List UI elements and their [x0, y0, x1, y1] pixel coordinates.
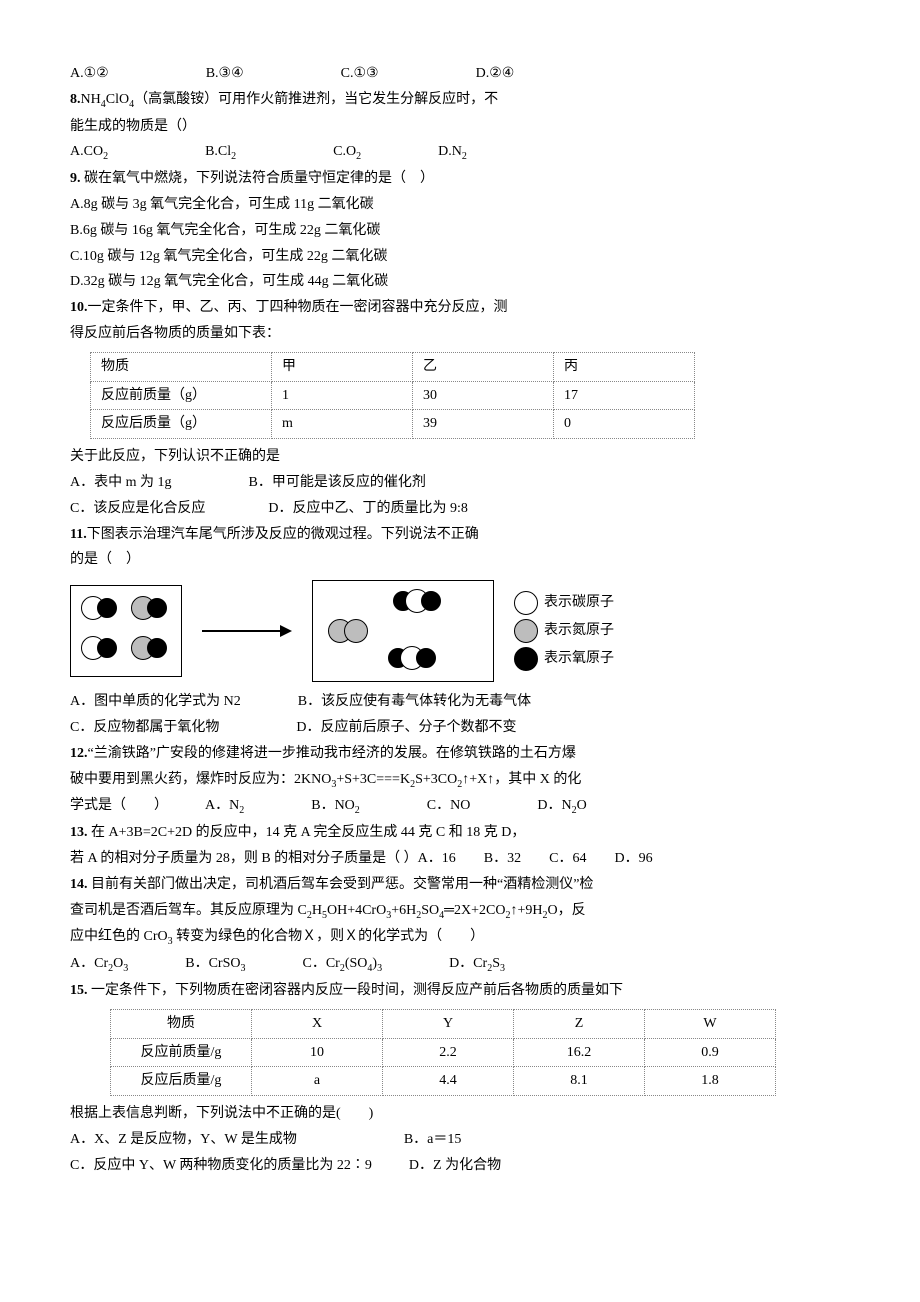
q13-stem-1: 13. 在 A+3B=2C+2D 的反应中，14 克 A 完全反应生成 44 克…	[70, 821, 850, 845]
q13-number: 13.	[70, 825, 88, 840]
q8-optB: B.Cl2	[205, 144, 236, 159]
products-box	[312, 580, 494, 682]
q8-optA: A.CO2	[70, 144, 108, 159]
table-row: 反应前质量/g 10 2.2 16.2 0.9	[111, 1038, 776, 1067]
q8-stem-2: 能生成的物质是（）	[70, 115, 850, 139]
reactants-box	[70, 585, 182, 677]
q11-diagram: 表示碳原子 表示氮原子 表示氧原子	[70, 580, 850, 682]
q9-optC: C.10g 碳与 12g 氧气完全化合，可生成 22g 二氧化碳	[70, 245, 850, 269]
q15-options-2: C．反应中 Y、W 两种物质变化的质量比为 22∶9 D．Z 为化合物	[70, 1154, 850, 1178]
q15-number: 15.	[70, 983, 88, 998]
q12-optD: D．N2O	[537, 798, 586, 813]
q11-stem-2: 的是（ ）	[70, 548, 850, 572]
oxygen-atom-icon	[514, 647, 538, 671]
q14-options: A．Cr2O3 B．CrSO3 C．Cr2(SO4)3 D．Cr2S3	[70, 952, 850, 977]
q15-post: 根据上表信息判断，下列说法中不正确的是( )	[70, 1102, 850, 1126]
q15-stem: 15. 一定条件下，下列物质在密闭容器内反应一段时间，测得反应产前后各物质的质量…	[70, 979, 850, 1003]
q9-number: 9.	[70, 171, 81, 186]
table-row: 反应后质量/g a 4.4 8.1 1.8	[111, 1067, 776, 1096]
q11-optC: C．反应物都属于氧化物	[70, 720, 219, 735]
q14-stem-2: 查司机是否酒后驾车。其反应原理为 C2H5OH+4CrO3+6H2SO4═2X+…	[70, 899, 850, 924]
q11-options-1: A．图中单质的化学式为 N2 B．该反应使有毒气体转化为无毒气体	[70, 690, 850, 714]
oxygen-atom	[97, 598, 117, 618]
q7-optC: C.①③	[341, 66, 379, 81]
oxygen-atom	[147, 598, 167, 618]
q13-stem-2: 若 A 的相对分子质量为 28，则 B 的相对分子质量是（ ）A．16 B．32…	[70, 847, 850, 871]
q10-options-2: C．该反应是化合反应 D．反应中乙、丁的质量比为 9:8	[70, 497, 850, 521]
q11-optB: B．该反应使有毒气体转化为无毒气体	[298, 694, 531, 709]
q8-stem-1: 8.NH4ClO4（高氯酸铵）可用作火箭推进剂，当它发生分解反应时，不	[70, 88, 850, 113]
carbon-atom-icon	[514, 591, 538, 615]
atom-legend: 表示碳原子 表示氮原子 表示氧原子	[514, 587, 614, 675]
q14-optA: A．Cr2O3	[70, 956, 128, 971]
q11-number: 11.	[70, 527, 87, 542]
q10-optB: B．甲可能是该反应的催化剂	[249, 475, 426, 490]
q14-optD: D．Cr2S3	[449, 956, 505, 971]
q10-stem-1: 10.一定条件下，甲、乙、丙、丁四种物质在一密闭容器中充分反应，测	[70, 296, 850, 320]
q12-number: 12.	[70, 746, 88, 761]
q10-optA: A．表中 m 为 1g	[70, 475, 172, 490]
q10-table: 物质 甲 乙 丙 反应前质量（g） 1 30 17 反应后质量（g） m 39 …	[90, 352, 695, 439]
q10-post: 关于此反应，下列认识不正确的是	[70, 445, 850, 469]
q12-optB: B．NO2	[311, 798, 360, 813]
table-row: 物质 X Y Z W	[111, 1009, 776, 1038]
q7-optB: B.③④	[206, 66, 244, 81]
q15-options-1: A．X、Z 是反应物，Y、W 是生成物 B．a＝15	[70, 1128, 850, 1152]
q12-stem-3: 学式是（ ） A．N2 B．NO2 C．NO D．N2O	[70, 794, 850, 819]
q10-stem-2: 得反应前后各物质的质量如下表：	[70, 322, 850, 346]
q12-stem-2: 破中要用到黑火药，爆炸时反应为：2KNO3+S+3C===K2S+3CO2↑+X…	[70, 768, 850, 793]
q11-options-2: C．反应物都属于氧化物 D．反应前后原子、分子个数都不变	[70, 716, 850, 740]
q10-optD: D．反应中乙、丁的质量比为 9:8	[268, 501, 468, 516]
q11-optA: A．图中单质的化学式为 N2	[70, 694, 241, 709]
q9-optD: D.32g 碳与 12g 氧气完全化合，可生成 44g 二氧化碳	[70, 270, 850, 294]
q7-optD: D.②④	[476, 66, 515, 81]
arrow-icon	[202, 621, 292, 641]
q12-optC: C．NO	[427, 798, 471, 813]
q14-stem-3: 应中红色的 CrO3 转变为绿色的化合物Ｘ，则Ｘ的化学式为（ ）	[70, 925, 850, 950]
q7-options: A.①② B.③④ C.①③ D.②④	[70, 62, 850, 86]
q9-stem: 9. 碳在氧气中燃烧，下列说法符合质量守恒定律的是（ ）	[70, 167, 850, 191]
oxygen-atom	[97, 638, 117, 658]
q12-stem-1: 12.“兰渝铁路”广安段的修建将进一步推动我市经济的发展。在修筑铁路的土石方爆	[70, 742, 850, 766]
oxygen-atom	[147, 638, 167, 658]
q11-stem-1: 11.下图表示治理汽车尾气所涉及反应的微观过程。下列说法不正确	[70, 523, 850, 547]
q15-optD: D．Z 为化合物	[409, 1158, 501, 1173]
oxygen-atom	[416, 648, 436, 668]
table-row: 反应前质量（g） 1 30 17	[91, 381, 695, 410]
nitrogen-atom-icon	[514, 619, 538, 643]
q9-optB: B.6g 碳与 16g 氧气完全化合，可生成 22g 二氧化碳	[70, 219, 850, 243]
q7-optA: A.①②	[70, 66, 109, 81]
q15-optC: C．反应中 Y、W 两种物质变化的质量比为 22∶9	[70, 1158, 372, 1173]
q10-number: 10.	[70, 300, 88, 315]
legend-nitrogen: 表示氮原子	[514, 619, 614, 643]
q14-optC: C．Cr2(SO4)3	[302, 956, 382, 971]
q8-optC: C.O2	[333, 144, 361, 159]
q15-optA: A．X、Z 是反应物，Y、W 是生成物	[70, 1132, 297, 1147]
table-row: 反应后质量（g） m 39 0	[91, 410, 695, 439]
nitrogen-atom	[344, 619, 368, 643]
q14-number: 14.	[70, 877, 88, 892]
q8-number: 8.	[70, 92, 81, 107]
q15-table: 物质 X Y Z W 反应前质量/g 10 2.2 16.2 0.9 反应后质量…	[110, 1009, 776, 1096]
q14-optB: B．CrSO3	[185, 956, 245, 971]
q10-options-1: A．表中 m 为 1g B．甲可能是该反应的催化剂	[70, 471, 850, 495]
table-row: 物质 甲 乙 丙	[91, 352, 695, 381]
legend-oxygen: 表示氧原子	[514, 647, 614, 671]
oxygen-atom	[421, 591, 441, 611]
q9-optA: A.8g 碳与 3g 氧气完全化合，可生成 11g 二氧化碳	[70, 193, 850, 217]
q8-options: A.CO2 B.Cl2 C.O2 D.N2	[70, 140, 850, 165]
q14-stem-1: 14. 目前有关部门做出决定，司机酒后驾车会受到严惩。交警常用一种“酒精检测仪”…	[70, 873, 850, 897]
q15-optB: B．a＝15	[404, 1132, 462, 1147]
q12-optA: A．N2	[205, 798, 244, 813]
q8-optD: D.N2	[438, 144, 467, 159]
q11-optD: D．反应前后原子、分子个数都不变	[296, 720, 516, 735]
legend-carbon: 表示碳原子	[514, 591, 614, 615]
q10-optC: C．该反应是化合反应	[70, 501, 205, 516]
